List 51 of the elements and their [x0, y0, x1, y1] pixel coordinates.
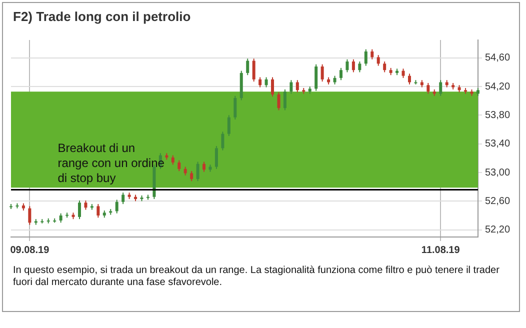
candlestick: [96, 204, 100, 218]
candlestick: [221, 131, 224, 151]
x-tick-label: 11.08.19: [421, 244, 460, 256]
text: In questo esempio, si trada un breakout da un range. La stagionalità funziona come filtro e può tenere il trader fuori dal mercato durante una fase sfavorevole.: [13, 265, 500, 289]
candlestick: [78, 200, 81, 220]
x-tick-label: 09.08.19: [10, 244, 50, 256]
chart-title: F2) Trade long con il petrolio: [13, 9, 191, 24]
candlestick: [370, 48, 374, 60]
y-tick-label: 53,80: [484, 110, 510, 121]
candlestick: [178, 160, 181, 172]
candlestick: [290, 80, 293, 94]
candlestick: [339, 67, 342, 81]
candlestick: [59, 212, 62, 224]
y-tick-label: 52,20: [484, 224, 510, 236]
y-tick-label: 53,00: [484, 167, 510, 178]
y-tick-label: 52,60: [484, 196, 510, 207]
candlestick: [190, 170, 194, 182]
candlestick: [214, 146, 218, 170]
candlestick: [196, 161, 200, 182]
candlestick: [408, 73, 411, 85]
candlestick: [439, 80, 442, 96]
candlestick: [283, 88, 286, 111]
candlestick: [171, 154, 174, 166]
candlestick: [320, 64, 324, 82]
y-tick-label: 53,40: [484, 138, 510, 150]
candlestick: [264, 76, 268, 88]
y-tick-label: 54,60: [484, 52, 510, 64]
candlestick: [364, 48, 368, 66]
candlestick: [28, 206, 32, 226]
candlestick: [402, 68, 405, 78]
candlestick: [122, 192, 125, 205]
candlestick: [271, 76, 274, 98]
candlestick: [352, 58, 355, 73]
candlestick: [314, 64, 318, 92]
candlestick: [383, 60, 386, 73]
candlestick: [296, 80, 299, 93]
candlestick: [84, 200, 88, 210]
ref-line-label: Breakout di un range con un ordine di stop buy: [58, 141, 165, 186]
candlestick: [358, 60, 362, 73]
candlestick: [376, 54, 380, 66]
candlestick: [227, 114, 230, 136]
candlestick: [252, 58, 256, 82]
candlestick: [202, 161, 206, 172]
candlestick: [115, 199, 118, 214]
y-tick-label: 54,20: [484, 81, 510, 92]
candlestick: [426, 82, 430, 94]
candlestick: [258, 76, 262, 88]
candlestick: [234, 95, 237, 120]
candlestick: [346, 58, 349, 73]
candlestick: [277, 92, 280, 111]
candlestick: [246, 58, 250, 76]
